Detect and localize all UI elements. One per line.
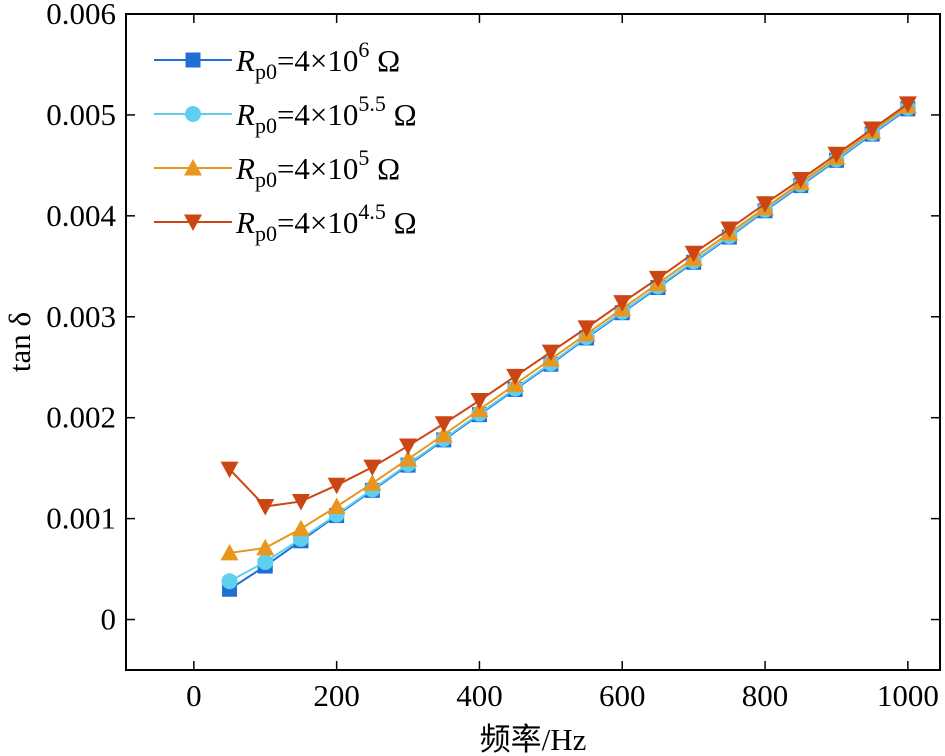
data-point [256, 499, 275, 516]
y-tick-label: 0.004 [46, 198, 116, 233]
x-axis-label: 频率/Hz [480, 722, 587, 756]
data-point [291, 519, 310, 537]
y-tick-label: 0.001 [46, 501, 116, 536]
legend-marker [185, 106, 201, 122]
data-point [291, 493, 310, 511]
x-tick-label: 200 [313, 678, 360, 713]
data-point [434, 425, 453, 443]
data-point [470, 393, 489, 410]
y-tick-label: 0.002 [46, 400, 116, 435]
ticks-layer: 0 200 400 600 800 1000 0 0.001 0.002 0.003 0.004 0.… [46, 0, 940, 713]
data-point [399, 450, 418, 467]
data-point [256, 538, 275, 556]
data-point [327, 497, 346, 515]
data-point [577, 320, 596, 337]
data-point [399, 438, 418, 455]
data-point [613, 295, 632, 312]
x-tick-label: 400 [456, 678, 503, 713]
x-tick-label: 600 [599, 678, 646, 713]
y-axis-label: tan δ [2, 312, 37, 372]
series-4 [220, 96, 917, 516]
legend-item: Rp0=4×105 Ω [154, 145, 400, 192]
data-point [756, 196, 775, 213]
y-tick-label: 0 [101, 602, 117, 637]
y-tick-label: 0.003 [46, 299, 116, 334]
y-tick-label: 0.005 [46, 97, 116, 132]
data-point [863, 121, 882, 139]
y-tick-label: 0.006 [46, 0, 116, 31]
legend-marker [184, 159, 202, 176]
legend-marker [185, 52, 201, 68]
legend: Rp0=4×106 Ω Rp0=4×105.5 Ω Rp0=4×105 Ω Rp0=4… [154, 37, 417, 246]
legend-marker [184, 214, 202, 231]
data-point [684, 245, 703, 263]
plot-frame [125, 13, 941, 671]
data-point [220, 461, 239, 479]
data-point [220, 543, 239, 561]
data-point [363, 459, 382, 477]
data-point [506, 368, 525, 386]
data-point [720, 221, 739, 238]
x-tick-label: 800 [742, 678, 789, 713]
legend-item: Rp0=4×106 Ω [154, 37, 400, 84]
data-point [257, 554, 274, 571]
series-layer [220, 96, 917, 597]
data-point [434, 416, 453, 433]
data-point [898, 96, 917, 113]
legend-item: Rp0=4×104.5 Ω [154, 199, 417, 246]
data-point [827, 146, 846, 164]
data-point [327, 477, 346, 495]
data-point [648, 270, 667, 288]
legend-label: Rp0=4×105.5 Ω [235, 91, 417, 138]
x-tick-label: 1000 [877, 678, 939, 713]
data-point [541, 344, 560, 362]
data-point [221, 573, 238, 590]
legend-item: Rp0=4×105.5 Ω [154, 91, 417, 138]
data-point [791, 172, 810, 189]
legend-label: Rp0=4×106 Ω [235, 37, 400, 84]
data-point [363, 474, 382, 491]
x-tick-label: 0 [186, 678, 202, 713]
legend-label: Rp0=4×104.5 Ω [235, 199, 417, 246]
legend-label: Rp0=4×105 Ω [235, 145, 400, 192]
